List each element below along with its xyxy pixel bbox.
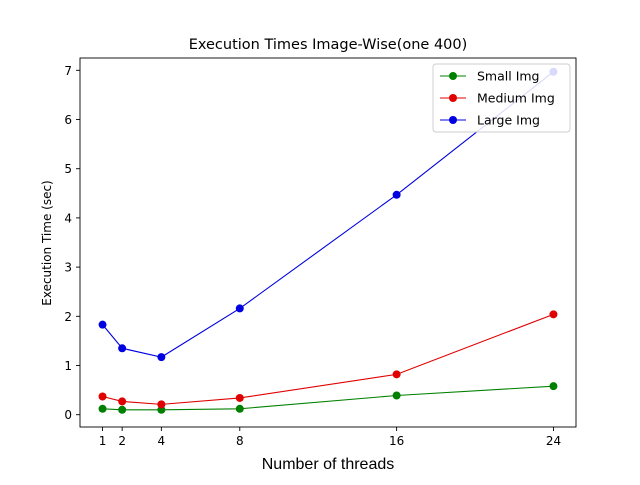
y-tick-label: 2 bbox=[64, 310, 72, 324]
series-line bbox=[102, 385, 554, 411]
x-tick-label: 8 bbox=[236, 434, 244, 448]
data-point bbox=[235, 393, 244, 402]
data-point bbox=[392, 370, 401, 379]
x-tick-label: 2 bbox=[118, 434, 126, 448]
x-tick-label: 16 bbox=[389, 434, 404, 448]
data-point bbox=[157, 353, 166, 362]
y-axis-label: Execution Time (sec) bbox=[40, 180, 54, 305]
data-point bbox=[118, 344, 127, 353]
data-point bbox=[392, 190, 401, 199]
data-point bbox=[118, 397, 127, 406]
legend-marker bbox=[449, 116, 457, 124]
data-point bbox=[118, 405, 127, 414]
legend-marker bbox=[449, 72, 457, 80]
legend-marker bbox=[449, 94, 457, 102]
x-tick-label: 24 bbox=[546, 434, 561, 448]
data-point bbox=[98, 392, 107, 401]
data-point bbox=[235, 304, 244, 313]
legend-box bbox=[432, 63, 571, 133]
y-tick-label: 7 bbox=[64, 64, 72, 78]
plot-area bbox=[98, 67, 558, 414]
data-point bbox=[549, 382, 558, 391]
legend-label: Large Img bbox=[477, 113, 540, 128]
series-line bbox=[102, 313, 554, 405]
data-point bbox=[549, 310, 558, 319]
data-point bbox=[98, 404, 107, 413]
legend-label: Medium Img bbox=[477, 91, 555, 106]
legend-label: Small Img bbox=[477, 69, 540, 84]
y-tick-label: 0 bbox=[64, 408, 72, 422]
data-point bbox=[392, 391, 401, 400]
chart-title: Execution Times Image-Wise(one 400) bbox=[189, 37, 468, 53]
series-line bbox=[102, 71, 554, 358]
y-tick-label: 1 bbox=[64, 359, 72, 373]
y-tick-label: 3 bbox=[64, 261, 72, 275]
x-axis-label: Number of threads bbox=[262, 456, 395, 473]
y-tick-label: 5 bbox=[64, 162, 72, 176]
y-tick-label: 6 bbox=[64, 113, 72, 127]
legend: Small Img Medium Img Large Img bbox=[432, 63, 571, 133]
data-point bbox=[157, 400, 166, 409]
x-tick-label: 4 bbox=[158, 434, 166, 448]
axes-frame bbox=[79, 57, 577, 428]
data-point bbox=[235, 404, 244, 413]
y-tick-label: 4 bbox=[64, 211, 72, 225]
data-point bbox=[98, 320, 107, 329]
x-tick-label: 1 bbox=[99, 434, 107, 448]
